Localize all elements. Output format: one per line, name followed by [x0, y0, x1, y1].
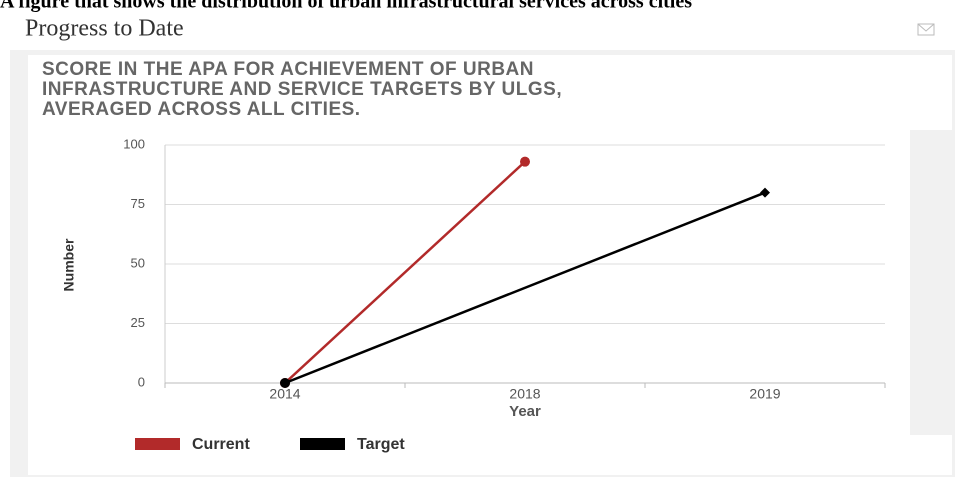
y-tick-label: 0	[138, 374, 145, 389]
y-axis-label: Number	[61, 238, 77, 291]
x-tick-label: 2018	[509, 386, 540, 402]
marker	[760, 187, 770, 198]
y-tick-label: 25	[131, 315, 145, 330]
y-tick-label: 100	[123, 136, 145, 151]
legend-box	[28, 435, 952, 475]
legend-label: Target	[357, 436, 405, 453]
x-axis-label: Year	[509, 403, 541, 420]
y-tick-label: 50	[131, 255, 145, 270]
caption: A figure that shows the distribution of …	[0, 0, 692, 13]
legend-label: Current	[192, 436, 250, 453]
page-title: Progress to Date	[25, 16, 184, 42]
x-tick-label: 2014	[269, 386, 300, 402]
legend-swatch	[135, 438, 180, 450]
legend-swatch	[300, 438, 345, 450]
chart-title: SCORE IN THE APA FOR ACHIEVEMENT OF URBA…	[42, 59, 562, 120]
y-tick-label: 75	[131, 196, 145, 211]
x-tick-label: 2019	[749, 386, 780, 402]
series-line	[284, 160, 526, 384]
series-line	[284, 191, 766, 385]
marker	[520, 156, 530, 167]
marker	[280, 378, 290, 388]
mail-icon[interactable]	[917, 23, 935, 36]
title-box	[28, 55, 952, 130]
chart-box	[28, 130, 910, 435]
